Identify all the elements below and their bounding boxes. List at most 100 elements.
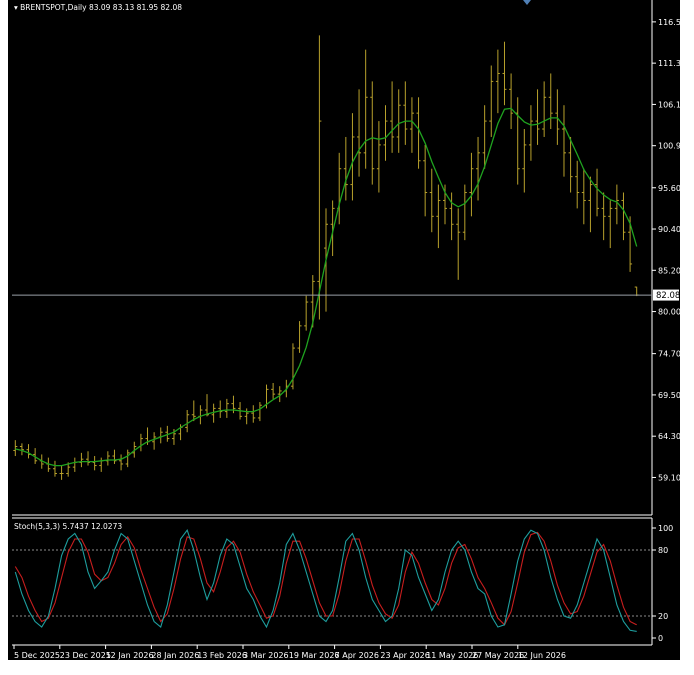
time-tick-label: 12 Jun 2026 — [518, 651, 566, 660]
price-bar — [489, 65, 494, 137]
price-bar — [608, 200, 613, 249]
price-tick-label: 59.10 — [658, 473, 681, 482]
time-tick-label: 27 May 2026 — [472, 651, 524, 660]
symbol-header-text: BRENTSPOT,Daily 83.09 83.13 81.95 82.08 — [20, 3, 182, 12]
price-bar — [92, 456, 97, 471]
time-tick-label: 28 Jan 2026 — [151, 651, 199, 660]
price-bar — [33, 448, 38, 464]
price-bar — [19, 443, 24, 456]
chart-shift-marker-icon[interactable] — [523, 0, 531, 5]
time-tick-label: 12 Jan 2026 — [106, 651, 154, 660]
price-bar — [528, 105, 533, 161]
price-bar — [495, 49, 500, 114]
price-bar — [476, 136, 481, 201]
price-tick-label: 90.40 — [658, 225, 681, 234]
price-bar — [621, 192, 626, 241]
price-bar — [601, 192, 606, 241]
price-bar — [575, 160, 580, 209]
price-bar — [363, 49, 368, 169]
price-bar — [469, 152, 474, 217]
symbol-header: ▾ BRENTSPOT,Daily 83.09 83.13 81.95 82.0… — [14, 3, 182, 12]
price-bar — [509, 73, 514, 130]
price-bar — [66, 462, 71, 477]
stochastic-main-line — [14, 529, 637, 632]
stochastic-header: Stoch(5,3,3) 5.7437 12.0273 — [14, 522, 122, 531]
time-tick-label: 23 Apr 2026 — [380, 651, 429, 660]
price-tick-label: 95.60 — [658, 184, 681, 193]
price-tick-label: 116.50 — [658, 18, 686, 27]
price-bar — [52, 460, 57, 477]
price-bar — [588, 176, 593, 233]
time-tick-label: 19 Mar 2026 — [289, 651, 340, 660]
price-bar — [423, 144, 428, 217]
price-bar — [409, 97, 414, 153]
price-bar — [383, 105, 388, 161]
price-bar — [191, 400, 196, 422]
price-bar — [125, 449, 130, 468]
price-bar — [502, 41, 507, 106]
price-bar — [304, 295, 309, 331]
price-bar — [165, 425, 170, 442]
price-bar — [211, 403, 216, 423]
price-bar — [614, 184, 619, 225]
price-bar — [59, 465, 64, 480]
price-bar — [357, 89, 362, 177]
price-bar — [595, 168, 600, 217]
current-price-tag — [653, 289, 679, 301]
price-bar — [290, 343, 295, 390]
price-bar — [343, 136, 348, 201]
stochastic-signal-line — [14, 531, 637, 626]
price-tick-label: 111.30 — [658, 59, 686, 68]
chart-background — [8, 0, 680, 660]
price-bar — [86, 451, 91, 466]
time-tick-label: 5 Dec 2025 — [14, 651, 60, 660]
price-bar — [376, 121, 381, 193]
time-tick-label: 13 Feb 2026 — [197, 651, 247, 660]
time-tick-label: 23 Dec 2025 — [60, 651, 111, 660]
price-bar — [13, 440, 18, 457]
price-bar — [436, 184, 441, 249]
price-bar — [224, 398, 229, 418]
price-bar — [277, 386, 282, 403]
price-bar — [548, 73, 553, 130]
stochastic-panel[interactable]: 100 80 20 0 Stoch(5,3,3) 5.7437 12.0273 — [12, 517, 673, 646]
price-bar — [370, 81, 375, 185]
price-tick-label: 106.10 — [658, 100, 686, 109]
price-bar — [456, 208, 461, 280]
price-bar — [310, 275, 315, 328]
price-bar — [581, 168, 586, 225]
price-tick-label: 74.70 — [658, 350, 681, 359]
time-tick-label: 3 Mar 2026 — [243, 651, 289, 660]
current-price-label: 82.08 — [656, 291, 680, 301]
price-bar — [152, 432, 157, 450]
price-tick-label: 69.50 — [658, 391, 681, 400]
price-bars — [13, 35, 639, 480]
price-bar — [350, 113, 355, 201]
price-bar — [568, 136, 573, 193]
price-bar — [205, 394, 210, 417]
price-bar — [449, 192, 454, 241]
price-bar — [251, 405, 256, 423]
price-tick-label: 100.90 — [658, 142, 686, 151]
price-bar — [390, 81, 395, 153]
price-bar — [112, 449, 117, 464]
price-bar — [330, 200, 335, 257]
price-tick-label: 80.00 — [658, 308, 681, 317]
price-bar — [555, 89, 560, 145]
price-bar — [416, 97, 421, 169]
price-bar — [119, 454, 124, 471]
stochastic-tick-label: 0 — [658, 634, 663, 643]
price-bar — [542, 81, 547, 137]
price-bar — [317, 35, 322, 320]
time-tick-label: 7 Apr 2026 — [335, 651, 379, 660]
price-bar — [403, 81, 408, 145]
price-tick-label: 85.20 — [658, 266, 681, 275]
stochastic-tick-label: 20 — [658, 612, 668, 621]
price-bar — [396, 89, 401, 153]
price-bar — [535, 89, 540, 145]
price-panel[interactable]: 116.50 111.30 106.10 100.90 95.60 90.40 85.20 8… — [12, 0, 686, 516]
price-bar — [271, 383, 276, 399]
